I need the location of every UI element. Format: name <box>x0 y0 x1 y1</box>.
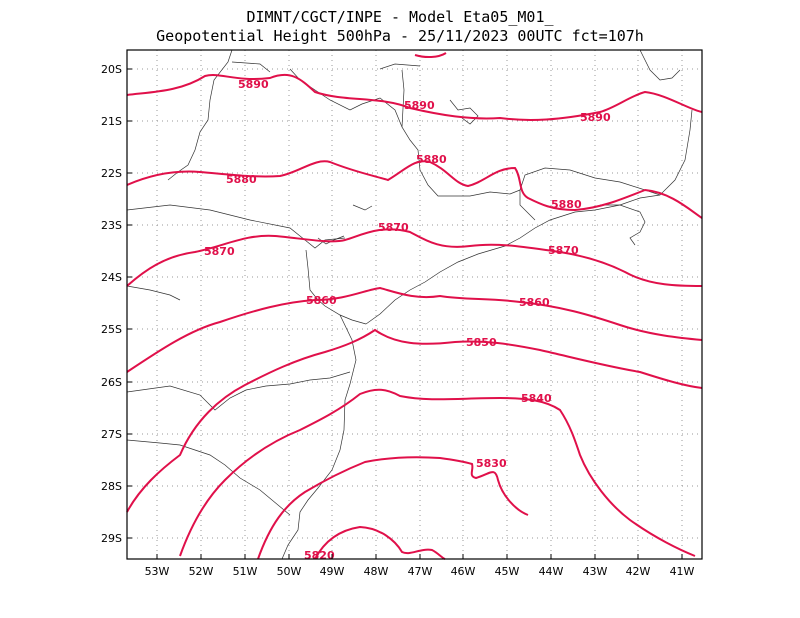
contour-label: 5890 <box>580 111 611 124</box>
state-borders <box>126 49 693 560</box>
contour-label: 5840 <box>521 392 552 405</box>
map-title-line-1: DIMNT/CGCT/INPE - Model Eta05_M01_ <box>246 8 554 26</box>
lat-label: 23S <box>101 219 122 232</box>
lat-label: 28S <box>101 480 122 493</box>
contour-label: 5880 <box>416 153 447 166</box>
lon-label: 49W <box>320 565 345 578</box>
lat-label: 22S <box>101 167 122 180</box>
lon-label: 53W <box>145 565 170 578</box>
contour-label: 5870 <box>548 244 579 257</box>
contour-label: 5820 <box>304 549 335 562</box>
lon-label: 42W <box>626 565 651 578</box>
contour-label: 5860 <box>306 294 337 307</box>
lon-label: 51W <box>233 565 258 578</box>
longitude-labels: 53W 52W 51W 50W 49W 48W 47W 46W 45W 44W … <box>145 565 695 578</box>
lat-label: 21S <box>101 115 122 128</box>
lon-label: 48W <box>364 565 389 578</box>
contour-labels: 5890 5890 5890 5880 5880 5880 5870 5870 … <box>204 78 611 562</box>
lon-label: 41W <box>670 565 695 578</box>
lat-label: 24S <box>101 271 122 284</box>
contour-label: 5830 <box>476 457 507 470</box>
contour-label: 5870 <box>204 245 235 258</box>
contour-label: 5860 <box>519 296 550 309</box>
contour-label: 5890 <box>404 99 435 112</box>
lon-label: 47W <box>408 565 433 578</box>
map-title-line-2: Geopotential Height 500hPa - 25/11/2023 … <box>156 27 644 45</box>
lat-label: 26S <box>101 376 122 389</box>
lon-label: 46W <box>451 565 476 578</box>
contour-label: 5850 <box>466 336 497 349</box>
lat-label: 25S <box>101 323 122 336</box>
lon-label: 45W <box>495 565 520 578</box>
lon-label: 43W <box>583 565 608 578</box>
latitude-labels: 20S 21S 22S 23S 24S 25S 26S 27S 28S 29S <box>101 63 122 545</box>
map-frame <box>126 49 703 560</box>
lon-label: 44W <box>539 565 564 578</box>
contour-label: 5880 <box>226 173 257 186</box>
height-contours <box>126 52 703 560</box>
lon-label: 50W <box>277 565 302 578</box>
lat-label: 29S <box>101 532 122 545</box>
axis-ticks <box>127 68 683 559</box>
lat-label: 27S <box>101 428 122 441</box>
grid-lines <box>127 50 702 559</box>
contour-label: 5870 <box>378 221 409 234</box>
lat-label: 20S <box>101 63 122 76</box>
lon-label: 52W <box>189 565 214 578</box>
contour-label: 5890 <box>238 78 269 91</box>
contour-label: 5880 <box>551 198 582 211</box>
